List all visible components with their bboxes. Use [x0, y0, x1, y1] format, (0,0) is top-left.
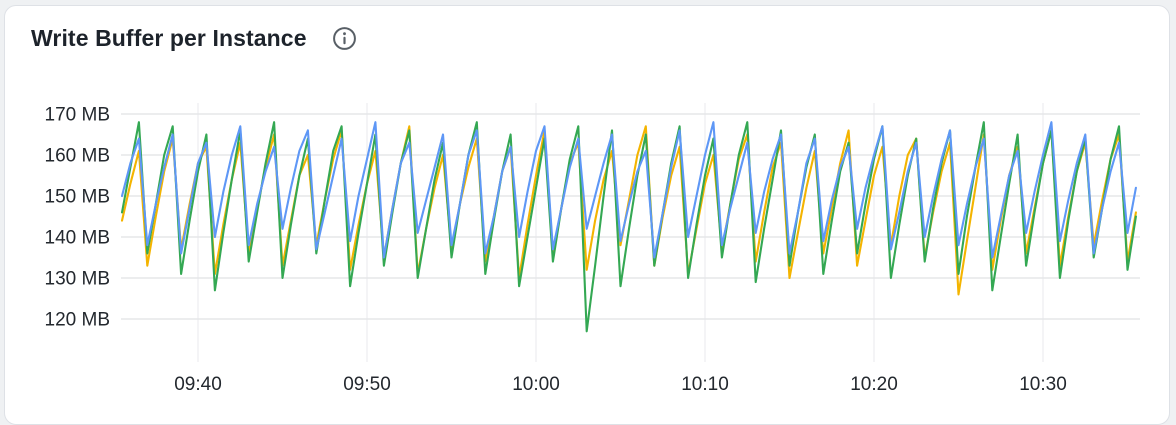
panel-header: Write Buffer per Instance	[31, 25, 357, 52]
y-axis-tick-label: 130 MB	[45, 269, 110, 290]
x-axis-tick-label: 09:40	[174, 374, 222, 395]
y-axis-tick-label: 160 MB	[45, 146, 110, 167]
x-axis-tick-label: 09:50	[343, 374, 391, 395]
y-axis-tick-label: 150 MB	[45, 187, 110, 208]
x-axis-tick-label: 10:00	[512, 374, 560, 395]
series-line-blue	[120, 121, 1137, 259]
x-axis-tick-label: 10:20	[850, 374, 898, 395]
info-icon-glyph	[332, 27, 356, 50]
y-axis-tick-label: 170 MB	[45, 105, 110, 126]
chart[interactable]: 09:40 09:50 10:00 10:10 10:20 10:30 170 MB 160 …	[0, 0, 1176, 408]
info-icon[interactable]	[332, 26, 357, 51]
y-axis-tick-label: 140 MB	[45, 228, 110, 249]
y-axis-tick-label: 120 MB	[45, 310, 110, 331]
panel-title: Write Buffer per Instance	[31, 25, 307, 51]
x-axis-tick-label: 10:30	[1019, 374, 1067, 395]
series-line-green	[120, 121, 1137, 333]
x-axis-tick-label: 10:10	[681, 374, 729, 395]
